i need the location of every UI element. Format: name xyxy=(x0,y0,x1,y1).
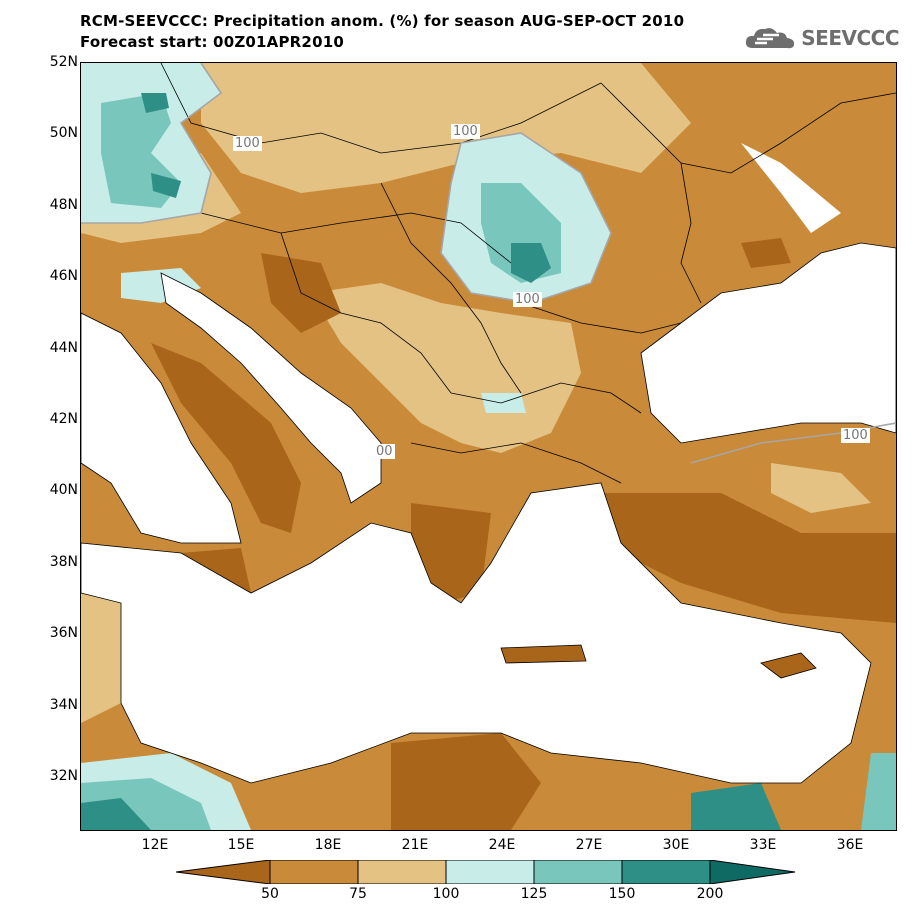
seevccc-logo: SEEVCCC xyxy=(743,24,899,52)
contour-label: 100 xyxy=(841,428,870,443)
lon-label: 24E xyxy=(488,837,516,853)
map-canvas xyxy=(81,63,896,830)
colorbar-segment xyxy=(533,860,623,884)
colorbar-segment xyxy=(357,860,447,884)
colorbar-segment xyxy=(269,860,359,884)
lon-label: 36E xyxy=(836,837,864,853)
black-sea xyxy=(640,242,896,444)
tan-region-west-coast xyxy=(81,583,121,723)
mediterranean-sea xyxy=(81,482,872,784)
teal-region-germany-dark xyxy=(141,93,181,198)
colorbar-segment xyxy=(621,860,711,884)
cloud-icon xyxy=(746,28,795,49)
lat-label: 32N xyxy=(49,768,78,784)
teal-region-romania-dark xyxy=(511,243,551,283)
logo-text: SEEVCCC xyxy=(801,26,899,50)
azov-sea-sliver xyxy=(741,143,841,233)
title-line-1: RCM-SEEVCCC: Precipitation anom. (%) for… xyxy=(80,12,685,30)
lat-label: 50N xyxy=(49,125,78,141)
lon-label: 27E xyxy=(575,837,603,853)
contour-label: 100 xyxy=(513,292,542,307)
crete-island xyxy=(500,644,587,664)
lon-label: 30E xyxy=(662,837,690,853)
colorbar-segment xyxy=(445,860,535,884)
tyrrhenian-sea xyxy=(81,312,242,544)
lon-label: 12E xyxy=(141,837,169,853)
colorbar-label: 125 xyxy=(520,886,548,902)
adriatic-sea xyxy=(160,272,382,504)
lat-label: 38N xyxy=(49,554,78,570)
tan-region-north xyxy=(201,63,691,193)
lat-label: 44N xyxy=(49,340,78,356)
dark-brown-greece xyxy=(411,503,491,603)
colorbar-label: 75 xyxy=(349,886,367,902)
precipitation-map: 100 100 100 100 00 xyxy=(80,62,897,831)
title-line-2: Forecast start: 00Z01APR2010 xyxy=(80,33,344,51)
lat-label: 40N xyxy=(49,482,78,498)
lat-label: 34N xyxy=(49,697,78,713)
colorbar-label: 150 xyxy=(608,886,636,902)
cyprus-island xyxy=(760,652,817,679)
country-borders xyxy=(160,63,896,484)
lat-label: 52N xyxy=(49,54,78,70)
dark-brown-libya xyxy=(391,733,541,830)
teal-region-bulgaria xyxy=(481,393,526,413)
colorbar-label: 200 xyxy=(696,886,724,902)
teal-region-levant xyxy=(861,753,896,830)
contour-label: 100 xyxy=(233,136,262,151)
lat-label: 48N xyxy=(49,197,78,213)
contour-label: 100 xyxy=(451,124,480,139)
lon-label: 15E xyxy=(227,837,255,853)
lon-label: 33E xyxy=(749,837,777,853)
lat-label: 36N xyxy=(49,625,78,641)
color-bar xyxy=(176,860,796,884)
teal-region-libya-dark xyxy=(81,798,151,830)
dark-brown-crimea xyxy=(741,238,791,268)
lon-label: 18E xyxy=(314,837,342,853)
lat-label: 42N xyxy=(49,411,78,427)
tan-region-turkey xyxy=(771,463,871,513)
colorbar-segment xyxy=(176,860,271,884)
teal-region-egypt xyxy=(691,783,781,830)
colorbar-segment xyxy=(709,860,796,884)
contour-label: 00 xyxy=(374,444,395,459)
colorbar-label: 50 xyxy=(261,886,279,902)
lon-label: 21E xyxy=(401,837,429,853)
lat-label: 46N xyxy=(49,268,78,284)
dark-brown-italy xyxy=(151,343,301,533)
dark-brown-turkey xyxy=(601,493,896,623)
colorbar-label: 100 xyxy=(432,886,460,902)
